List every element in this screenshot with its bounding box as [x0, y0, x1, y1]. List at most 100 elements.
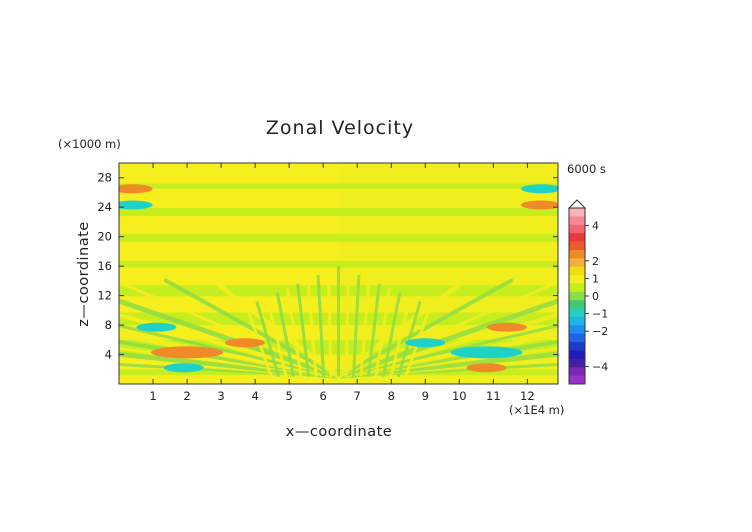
y-tick-label: 4	[105, 348, 112, 362]
x-tick-label: 2	[183, 389, 190, 403]
negative-anomaly	[450, 346, 523, 359]
colorbar-segment	[569, 233, 585, 242]
colorbar-segment	[569, 241, 585, 251]
center-stripe	[255, 301, 281, 378]
y-tick-label: 24	[97, 200, 112, 214]
x-tick-label: 7	[354, 389, 361, 403]
colorbar-tick-label: −4	[592, 360, 608, 373]
center-stripe	[326, 270, 333, 377]
contour-features	[119, 184, 558, 373]
colorbar-segment	[569, 266, 585, 276]
negative-anomaly	[163, 363, 204, 373]
yellow-band	[119, 216, 558, 234]
yellow-band	[119, 241, 558, 261]
y-tick-label: 16	[97, 259, 112, 273]
plot-frame	[118, 162, 559, 385]
wave-ray	[123, 282, 340, 379]
colorbar-segment	[569, 283, 585, 293]
x-tick-label: 4	[251, 389, 258, 403]
colorbar: 4 2 1 0 −1 −2 −4	[567, 199, 608, 385]
center-stripe	[396, 301, 422, 378]
time-label: 6000 s	[567, 162, 606, 176]
y-tick-label: 12	[97, 289, 112, 303]
center-stripe	[374, 288, 392, 377]
colorbar-segment	[569, 258, 585, 268]
wave-ray	[119, 331, 341, 380]
center-stripe	[381, 292, 402, 377]
contour-plot-area	[119, 163, 558, 384]
y-axis: 4 8 12 16 20 24 28	[97, 171, 558, 362]
right-half-tint	[338, 163, 558, 384]
center-stripe	[306, 279, 318, 377]
positive-anomaly	[466, 363, 507, 373]
x-axis: 1 2 3 4 5 6 7 8 9 10 11 12	[149, 163, 535, 403]
colorbar-tick-label: 2	[592, 255, 599, 268]
center-stripe	[366, 283, 381, 377]
center-stripe	[275, 292, 296, 377]
y-unit-label: (×1000 m)	[58, 137, 121, 151]
colorbar-segment	[569, 325, 585, 335]
colorbar-segment	[569, 275, 585, 284]
colorbar-segment	[569, 333, 585, 343]
yellow-band	[119, 188, 558, 208]
center-stripe	[389, 296, 412, 377]
x-tick-label: 8	[388, 389, 395, 403]
x-axis-label: x—coordinate	[286, 424, 392, 440]
center-stripe	[359, 279, 371, 377]
colorbar-segment	[569, 300, 585, 309]
y-tick-label: 20	[97, 230, 112, 244]
center-stripe	[351, 274, 361, 377]
colorbar-tick-label: −2	[592, 325, 608, 338]
colorbar-segment	[569, 350, 585, 360]
positive-anomaly	[151, 346, 224, 359]
x-tick-label: 1	[149, 389, 156, 403]
negative-anomaly	[520, 184, 558, 194]
colorbar-segment	[569, 342, 585, 351]
wave-ray	[337, 282, 554, 379]
x-tick-label: 5	[285, 389, 292, 403]
negative-anomaly	[405, 338, 446, 348]
positive-anomaly	[486, 322, 527, 332]
wave-ray	[163, 278, 341, 379]
center-stripe	[285, 288, 303, 377]
x-unit-label: (×1E4 m)	[509, 403, 564, 417]
colorbar-tick-label: 4	[592, 220, 599, 233]
colorbar-segment	[569, 375, 585, 385]
y-tick-label: 8	[105, 318, 112, 332]
center-stripe	[344, 270, 351, 377]
colorbar-segment	[569, 291, 585, 301]
colorbar-segment	[569, 308, 585, 318]
colorbar-segment	[569, 249, 585, 259]
yellow-band	[119, 375, 558, 384]
wave-ray	[336, 331, 558, 380]
colorbar-tick-label: 0	[592, 290, 599, 303]
y-axis-label: z—coordinate	[76, 221, 92, 326]
x-tick-label: 12	[520, 389, 535, 403]
chart-title: Zonal Velocity	[266, 117, 414, 139]
x-tick-label: 6	[320, 389, 327, 403]
negative-anomaly	[136, 322, 177, 332]
colorbar-segment	[569, 216, 585, 226]
x-tick-label: 3	[217, 389, 224, 403]
yellow-band	[119, 163, 558, 184]
colorbar-segment	[569, 358, 585, 368]
colorbar-extend-arrow	[567, 199, 587, 209]
y-tick-label: 28	[97, 171, 112, 185]
center-stripe	[316, 274, 326, 377]
center-stripe	[296, 283, 311, 377]
colorbar-tick-label: −1	[592, 308, 608, 321]
positive-anomaly	[224, 338, 265, 348]
colorbar-tick-label: 1	[592, 272, 599, 285]
wave-ray	[119, 298, 341, 380]
contour-bands	[119, 163, 558, 384]
colorbar-segment	[569, 367, 585, 377]
x-tick-label: 11	[486, 389, 501, 403]
wave-ray	[336, 298, 558, 380]
wave-ray	[336, 278, 514, 379]
colorbar-segment	[569, 208, 585, 217]
x-tick-label: 10	[452, 389, 467, 403]
positive-anomaly	[119, 184, 153, 194]
x-tick-label: 9	[422, 389, 429, 403]
positive-anomaly	[520, 200, 558, 210]
